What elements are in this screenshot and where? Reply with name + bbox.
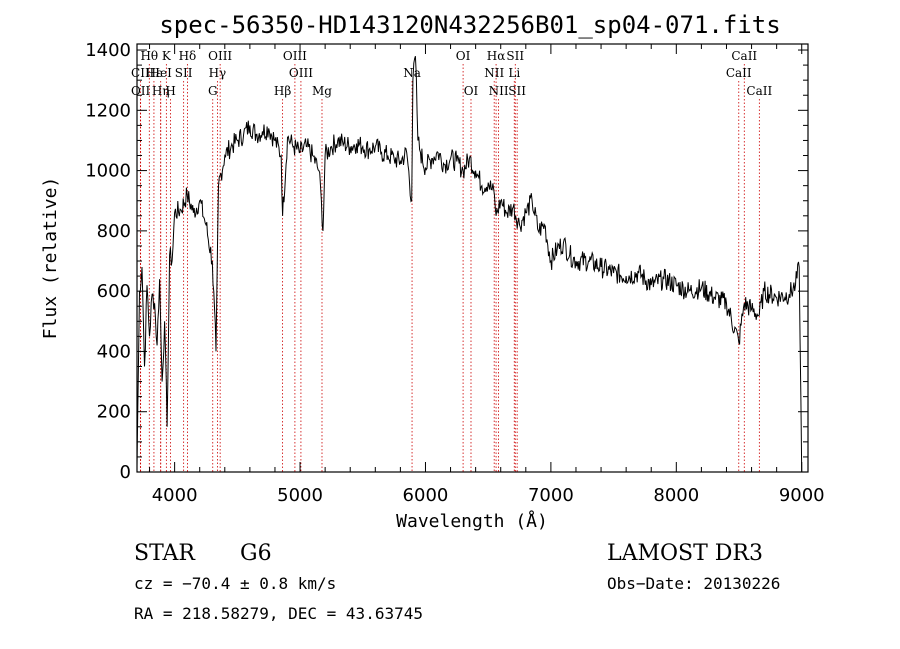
y-tick-label: 600 (97, 281, 131, 302)
x-tick-label: 7000 (528, 485, 574, 506)
line-label-21: NII (484, 66, 504, 80)
object-type: STAR (134, 541, 196, 566)
y-tick-label: 800 (97, 221, 131, 242)
x-tick-label: 4000 (152, 485, 198, 506)
redshift-info: cz = −70.4 ± 0.8 km/s (134, 574, 336, 593)
y-tick-label: 1200 (85, 100, 131, 121)
y-tick-label: 1000 (85, 161, 131, 182)
line-label-5: K (162, 49, 172, 63)
line-label-17: Na (403, 66, 421, 80)
line-label-25: SII (508, 84, 526, 98)
line-label-28: CaII (746, 84, 772, 98)
line-label-16: Mg (312, 84, 332, 98)
line-label-26: CaII (726, 66, 752, 80)
line-label-7: H (165, 84, 175, 98)
plot-frame (136, 43, 809, 473)
y-axis-label: Flux (relative) (40, 177, 61, 340)
line-label-6: HeI (150, 66, 173, 80)
y-tick-label: 1400 (85, 40, 131, 61)
x-axis-ticks: 4000 5000 6000 7000 8000 9000 (149, 44, 825, 506)
line-label-23: SII (506, 49, 524, 63)
x-tick-label: 8000 (653, 485, 699, 506)
line-label-27: CaII (731, 49, 757, 63)
line-label-3: Hε (146, 66, 163, 80)
x-tick-label: 9000 (779, 485, 825, 506)
y-tick-label: 200 (97, 402, 131, 423)
line-label-13: Hβ (274, 84, 291, 98)
line-label-1: OII (131, 84, 151, 98)
line-label-0: CII (131, 66, 150, 80)
spectral-subclass: G6 (240, 541, 272, 566)
y-axis-ticks: 0 200 400 600 800 1000 1200 1400 (85, 40, 808, 483)
line-label-24: Li (508, 66, 520, 80)
line-label-12: G (208, 84, 218, 98)
line-label-2: Hθ (140, 49, 158, 63)
line-label-18: OI (456, 49, 471, 63)
coordinates: RA = 218.58279, DEC = 43.63745 (134, 604, 423, 623)
obs-date: Obs−Date: 20130226 (607, 574, 780, 593)
line-label-19: OI (464, 84, 479, 98)
y-tick-label: 400 (97, 341, 131, 362)
spectral-line-markers (139, 64, 760, 472)
line-label-11: Hγ (209, 66, 227, 80)
line-label-10: OIII (208, 49, 232, 63)
line-label-14: OIII (283, 49, 307, 63)
y-tick-label: 0 (120, 462, 131, 483)
line-label-15: OIII (289, 66, 313, 80)
x-tick-label: 5000 (277, 485, 323, 506)
survey-name: LAMOST DR3 (607, 541, 763, 566)
line-label-20: Hα (487, 49, 506, 63)
chart-title: spec-56350-HD143120N432256B01_sp04-071.f… (159, 11, 780, 39)
line-label-9: Hδ (179, 49, 197, 63)
line-label-22: NII (489, 84, 509, 98)
spectrum-series (136, 55, 803, 473)
line-label-4: Hη (152, 84, 170, 98)
line-label-8: SII (175, 66, 193, 80)
x-tick-label: 6000 (403, 485, 449, 506)
x-axis-label: Wavelength (Å) (396, 510, 548, 532)
